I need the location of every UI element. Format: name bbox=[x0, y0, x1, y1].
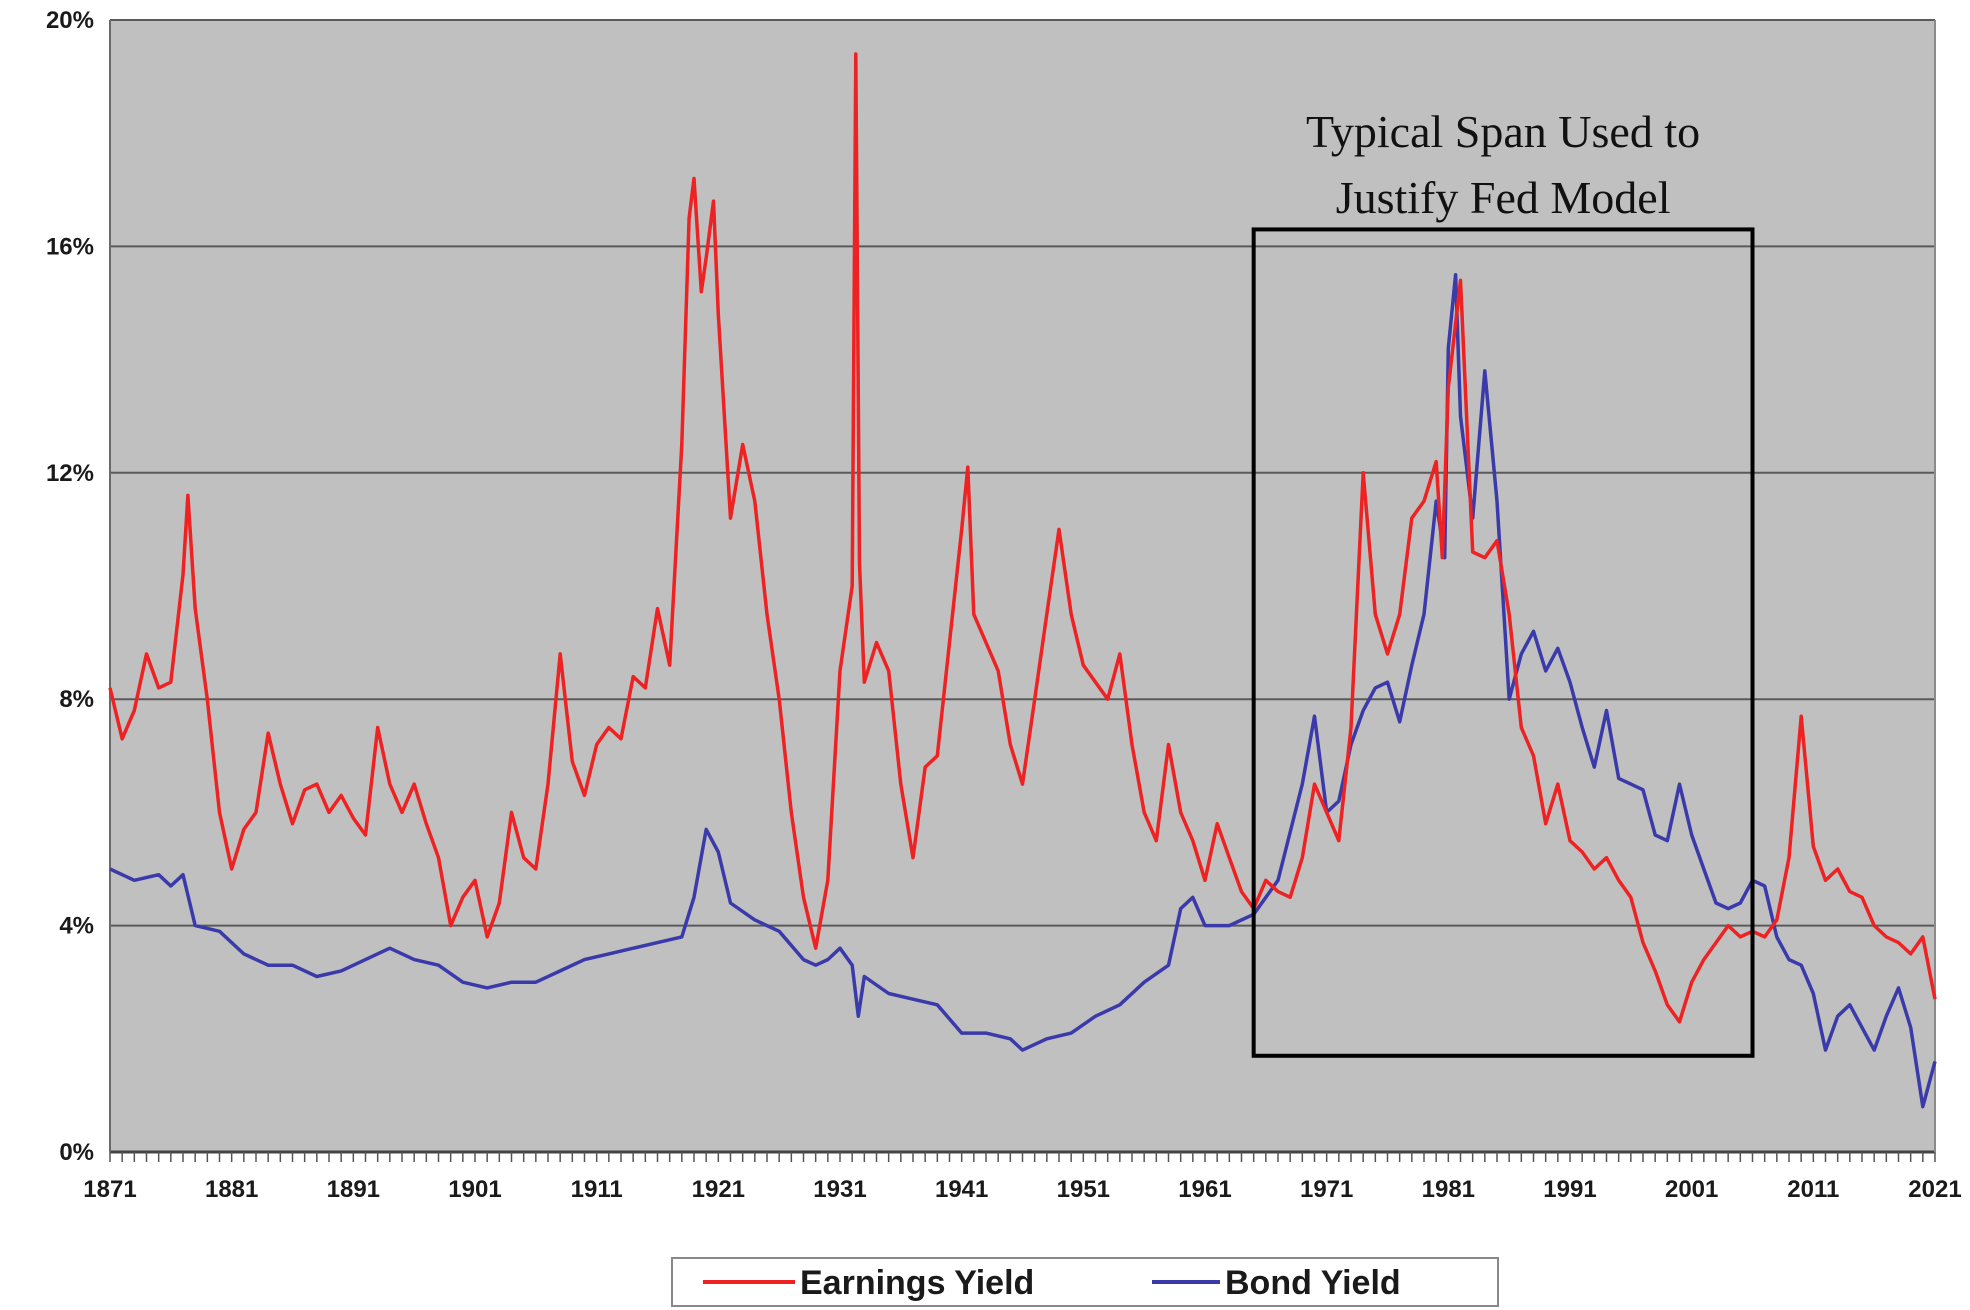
x-tick-label: 1911 bbox=[571, 1176, 623, 1203]
legend-box bbox=[671, 1257, 1499, 1307]
x-tick-label: 1961 bbox=[1178, 1176, 1231, 1203]
legend-label-earnings-yield: Earnings Yield bbox=[800, 1264, 1034, 1302]
x-tick-label: 1881 bbox=[205, 1176, 258, 1203]
annotation-text-line-1: Typical Span Used to bbox=[1306, 106, 1700, 157]
x-tick-label: 1931 bbox=[813, 1176, 866, 1203]
annotation-text-line-2: Justify Fed Model bbox=[1336, 172, 1671, 223]
y-tick-label: 4% bbox=[59, 913, 94, 940]
fed-model-span-box bbox=[1251, 227, 1755, 1058]
x-tick-label: 1891 bbox=[327, 1176, 380, 1203]
x-tick-label: 1941 bbox=[935, 1176, 988, 1203]
x-tick-label: 1981 bbox=[1422, 1176, 1475, 1203]
y-axis: 0% 4% 8% 12% 16% 20% bbox=[46, 7, 1936, 1166]
x-tick-label: 1901 bbox=[448, 1176, 501, 1203]
x-tick-label: 2001 bbox=[1665, 1176, 1718, 1203]
legend-label-bond-yield: Bond Yield bbox=[1225, 1264, 1401, 1302]
x-tick-label: 1971 bbox=[1300, 1176, 1353, 1203]
x-axis: 1871 1881 1891 1901 1911 1921 1931 1941 1951 1961… bbox=[83, 1150, 1962, 1203]
x-tick-label: 2011 bbox=[1787, 1176, 1839, 1203]
x-tick-label: 1991 bbox=[1543, 1176, 1596, 1203]
y-tick-label: 0% bbox=[59, 1139, 94, 1166]
legend: Earnings Yield Bond Yield bbox=[671, 1257, 1499, 1307]
x-tick-label: 2021 bbox=[1908, 1176, 1961, 1203]
gridlines bbox=[110, 19, 1935, 927]
y-tick-label: 8% bbox=[59, 686, 94, 713]
plot-background bbox=[110, 20, 1935, 1152]
x-tick-label: 1871 bbox=[83, 1176, 136, 1203]
y-tick-label: 12% bbox=[46, 460, 94, 487]
x-tick-label: 1921 bbox=[692, 1176, 745, 1203]
y-tick-label: 16% bbox=[46, 233, 94, 260]
x-tick-label: 1951 bbox=[1057, 1176, 1110, 1203]
y-tick-label: 20% bbox=[46, 7, 94, 34]
series-line-earnings-yield bbox=[108, 52, 1937, 1024]
